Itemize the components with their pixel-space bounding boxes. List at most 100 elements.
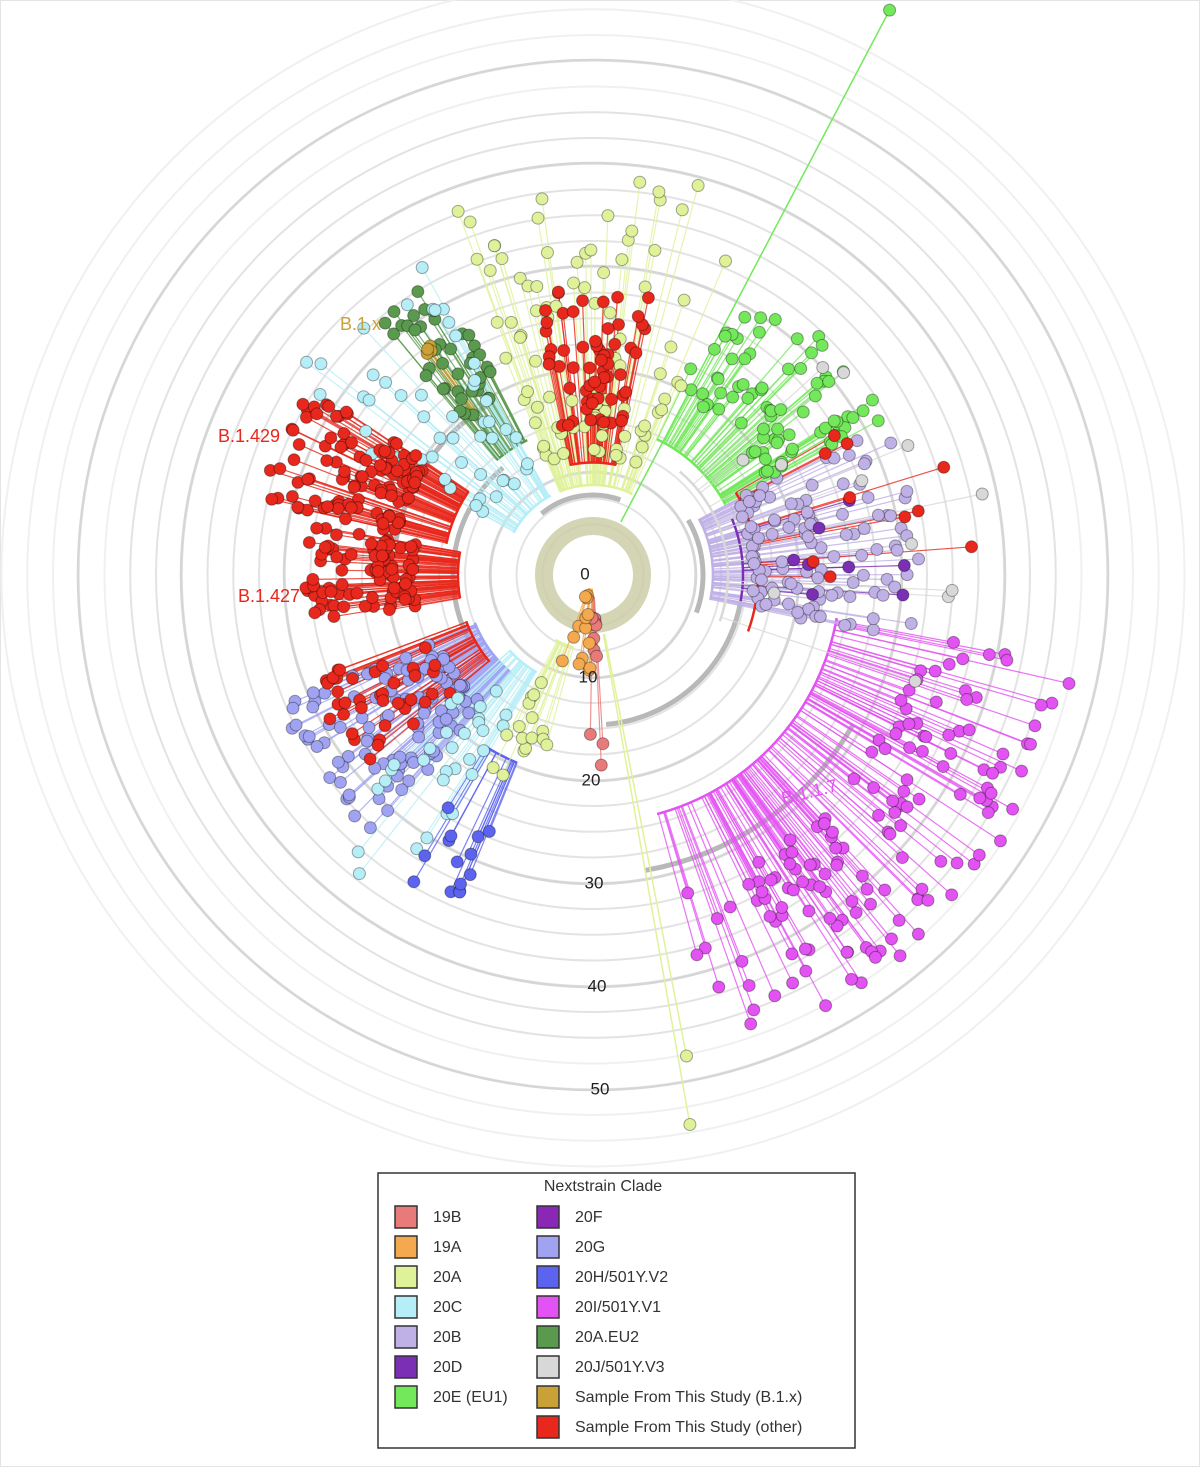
tip	[419, 850, 431, 862]
tip	[597, 296, 609, 308]
tip	[814, 611, 826, 623]
tip	[782, 598, 794, 610]
tip	[1025, 738, 1037, 750]
tip	[912, 505, 924, 517]
tip	[385, 490, 397, 502]
tip	[736, 511, 748, 523]
tip	[419, 642, 431, 654]
tip	[957, 653, 969, 665]
tip	[361, 735, 373, 747]
tip	[847, 412, 859, 424]
tip	[439, 473, 451, 485]
tip	[566, 395, 578, 407]
tip	[619, 430, 631, 442]
tip	[616, 254, 628, 266]
tip	[973, 849, 985, 861]
clade-label: B.1.429	[218, 426, 280, 446]
tip	[639, 281, 651, 293]
tip	[792, 606, 804, 618]
tip	[676, 204, 688, 216]
tip	[715, 387, 727, 399]
tip	[345, 502, 357, 514]
legend-label: 20J/501Y.V3	[575, 1359, 665, 1376]
tip	[552, 286, 564, 298]
tip	[353, 868, 365, 880]
tip	[912, 928, 924, 940]
tip	[388, 759, 400, 771]
tip	[311, 522, 323, 534]
tip	[490, 685, 502, 697]
tip	[697, 401, 709, 413]
tip	[335, 441, 347, 453]
tip	[325, 586, 337, 598]
tip	[713, 981, 725, 993]
tip	[847, 576, 859, 588]
tip	[422, 343, 434, 355]
tip	[791, 333, 803, 345]
tip	[532, 212, 544, 224]
tip	[602, 210, 614, 222]
tip	[602, 323, 614, 335]
tip	[806, 347, 818, 359]
tip	[653, 186, 665, 198]
tip	[813, 522, 825, 534]
tip	[597, 738, 609, 750]
tip	[848, 773, 860, 785]
tip	[961, 694, 973, 706]
tip	[1001, 654, 1013, 666]
tip	[508, 478, 520, 490]
legend-swatch	[537, 1236, 559, 1258]
tip	[564, 382, 576, 394]
tip	[526, 732, 538, 744]
tip	[887, 795, 899, 807]
tip	[634, 176, 646, 188]
tip	[902, 439, 914, 451]
tip	[531, 280, 543, 292]
tip	[903, 718, 915, 730]
tip	[788, 554, 800, 566]
tip	[321, 455, 333, 467]
tip	[742, 392, 754, 404]
tip	[475, 468, 487, 480]
tip	[399, 578, 411, 590]
tip	[568, 631, 580, 643]
tip	[478, 745, 490, 757]
legend-label: 20B	[433, 1329, 461, 1346]
tip	[994, 835, 1006, 847]
tip	[302, 473, 314, 485]
tip	[872, 809, 884, 821]
legend-label: 20H/501Y.V2	[575, 1269, 668, 1286]
tip	[437, 383, 449, 395]
tip	[684, 1119, 696, 1131]
tip	[442, 802, 454, 814]
tip	[769, 314, 781, 326]
tip	[726, 353, 738, 365]
tip	[800, 965, 812, 977]
clade-label: B.1.x	[340, 314, 381, 334]
tip	[463, 329, 475, 341]
tip	[872, 509, 884, 521]
tip	[382, 805, 394, 817]
tip	[748, 1004, 760, 1016]
tip	[401, 299, 413, 311]
tip	[768, 587, 780, 599]
tip	[585, 414, 597, 426]
tip	[487, 762, 499, 774]
tip	[336, 564, 348, 576]
tip	[680, 1050, 692, 1062]
tip	[858, 523, 870, 535]
tip	[558, 448, 570, 460]
tip	[301, 356, 313, 368]
tip	[568, 277, 580, 289]
tip	[330, 529, 342, 541]
tip	[409, 670, 421, 682]
tip	[287, 424, 299, 436]
tip	[739, 311, 751, 323]
legend-label: 20G	[575, 1239, 605, 1256]
tip	[340, 406, 352, 418]
tip	[841, 438, 853, 450]
tip	[408, 310, 420, 322]
tip	[405, 541, 417, 553]
tip	[786, 948, 798, 960]
tip	[424, 743, 436, 755]
